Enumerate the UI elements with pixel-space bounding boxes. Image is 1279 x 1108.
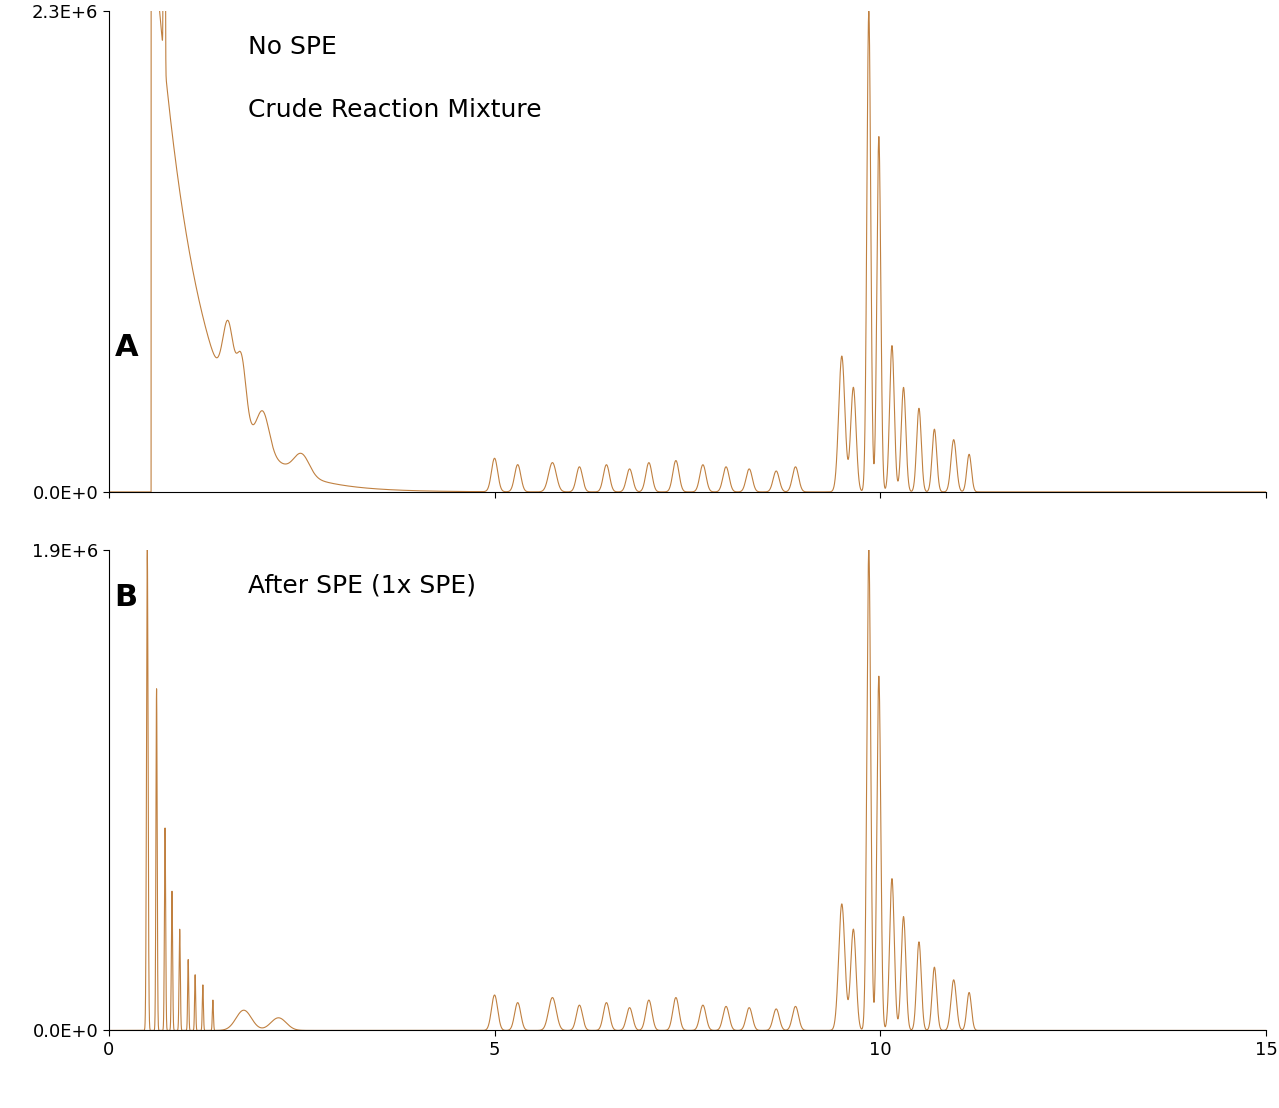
Text: A: A <box>115 334 138 362</box>
Text: After SPE (1x SPE): After SPE (1x SPE) <box>248 574 476 597</box>
Text: Crude Reaction Mixture: Crude Reaction Mixture <box>248 98 541 122</box>
Text: B: B <box>115 583 138 613</box>
Text: No SPE: No SPE <box>248 35 336 59</box>
